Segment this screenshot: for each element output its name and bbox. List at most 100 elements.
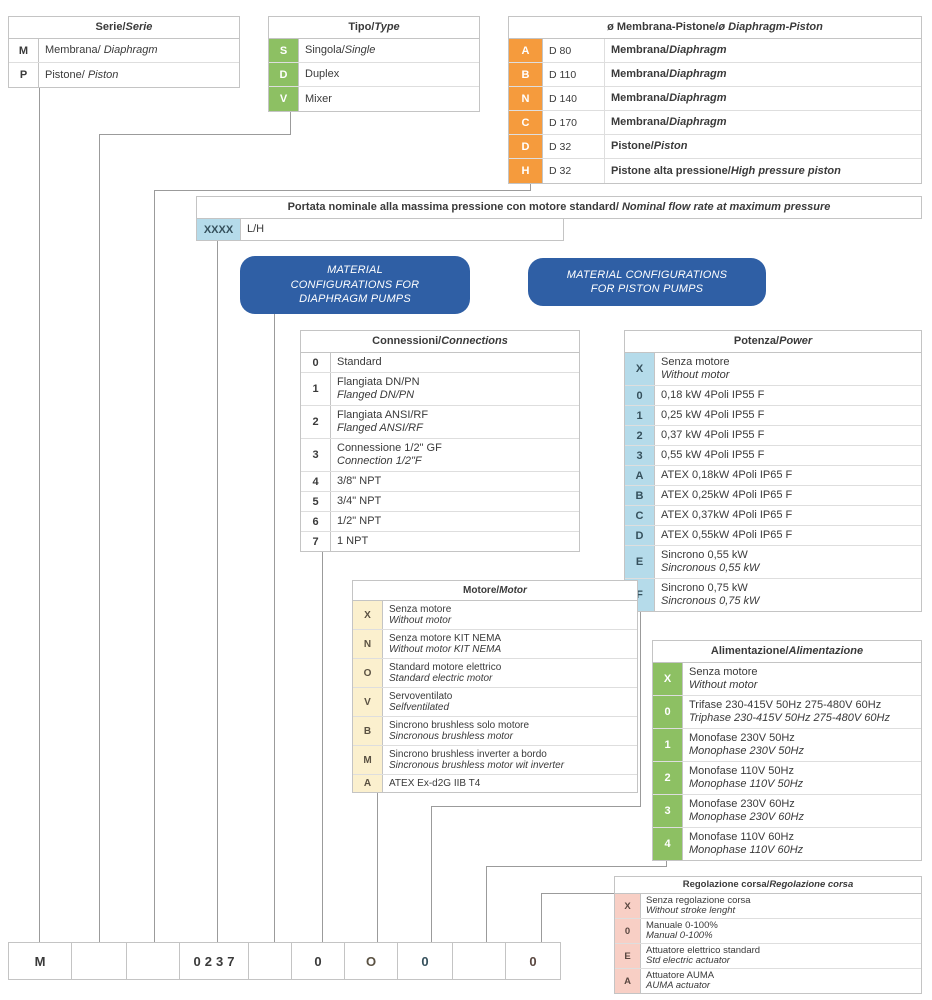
- potenza-label-1: 0,25 kW 4Poli IP55 F: [661, 409, 765, 421]
- diaphragm-piston-table: ø Membrana-Pistone/ø Diaphragm-Piston A D …: [508, 16, 922, 184]
- code-cell-4: 0237: [179, 942, 249, 980]
- potenza-row-E: E Sincrono 0,55 kW Sincronous 0,55 kW: [625, 546, 921, 579]
- potenza-label-C: ATEX 0,37kW 4Poli IP65 F: [661, 509, 793, 521]
- tipo-code-S: S: [269, 39, 299, 62]
- connessioni-row-3: 3 Connessione 1/2" GF Connection 1/2"F: [301, 439, 579, 472]
- regolazione-title: Regolazione corsa/Regolazione corsa: [615, 877, 921, 894]
- regolazione-label-E: Attuatore elettrico standard Std electric…: [646, 945, 761, 966]
- connessioni-code-2: 2: [301, 406, 331, 438]
- potenza-code-E: E: [625, 546, 655, 578]
- connections-table: Connessioni/Connections 0 Standard 1 Flangia…: [300, 330, 580, 552]
- regolazione-label-A: Attuatore AUMA AUMA actuator: [646, 970, 715, 991]
- regolazione-label-0: Manuale 0-100% Manual 0-100%: [646, 920, 718, 941]
- diaphragm-label-A: Membrana/Diaphragm: [611, 44, 727, 56]
- potenza-code-2: 2: [625, 426, 655, 445]
- tipo-label-D: Duplex: [305, 68, 340, 80]
- diaphragm-label-D: Pistone/Piston: [611, 140, 688, 152]
- motore-code-M: M: [353, 746, 383, 774]
- potenza-code-1: 1: [625, 406, 655, 425]
- motore-row-N: N Senza motore KIT NEMA Without motor KIT …: [353, 630, 637, 659]
- connessioni-label-0: Standard: [337, 356, 382, 368]
- badge-line: FOR PISTON PUMPS: [590, 283, 704, 295]
- motore-code-B: B: [353, 717, 383, 745]
- motore-label-N: Senza motore KIT NEMA Without motor KIT N…: [389, 633, 502, 655]
- connessioni-row-1: 1 Flangiata DN/PN Flanged DN/PN: [301, 373, 579, 406]
- connector-line-material: [274, 300, 275, 950]
- alimentazione-label-1: Monofase 230V 50Hz Monophase 230V 50Hz: [689, 732, 804, 757]
- alimentazione-label-3: Monofase 230V 60Hz Monophase 230V 60Hz: [689, 798, 804, 823]
- connector-line-connections: [322, 530, 323, 950]
- diaphragm-size-B: D 110: [543, 63, 605, 86]
- serie-label-P: Pistone/ Piston: [45, 68, 119, 81]
- diaphragm-size-D: D 32: [543, 135, 605, 158]
- code-cell-8: 0: [397, 942, 453, 980]
- regolazione-code-0: 0: [615, 919, 641, 943]
- diaphragm-code-C: C: [509, 111, 543, 134]
- alimentazione-title: Alimentazione/Alimentazione: [653, 641, 921, 663]
- connessioni-label-3: Connessione 1/2" GF Connection 1/2"F: [337, 442, 442, 467]
- diaphragm-size-N: D 140: [543, 87, 605, 110]
- material-config-diaphragm-badge: MATERIAL CONFIGURATIONS FOR DIAPHRAGM PUMP…: [240, 256, 470, 314]
- potenza-row-F: F Sincrono 0,75 kW Sincronous 0,75 kW: [625, 579, 921, 611]
- motor-table: Motore/Motor X Senza motore Without motor N S…: [352, 580, 638, 793]
- serie-row-M: M Membrana/ Diaphragm: [9, 39, 239, 63]
- alimentazione-row-1: 1 Monofase 230V 50Hz Monophase 230V 50Hz: [653, 729, 921, 762]
- motore-row-B: B Sincrono brushless solo motore Sincronou…: [353, 717, 637, 746]
- connessioni-row-0: 0 Standard: [301, 353, 579, 373]
- potenza-title: Potenza/Power: [625, 331, 921, 353]
- alimentazione-row-0: 0 Trifase 230-415V 50Hz 275-480V 60Hz Trip…: [653, 696, 921, 729]
- connector-line-power: [431, 806, 641, 807]
- connessioni-code-1: 1: [301, 373, 331, 405]
- motore-row-A: A ATEX Ex-d2G IIB T4: [353, 775, 637, 792]
- potenza-row-D: D ATEX 0,55kW 4Poli IP65 F: [625, 526, 921, 546]
- potenza-label-E: Sincrono 0,55 kW Sincronous 0,55 kW: [661, 549, 760, 574]
- connessioni-row-5: 5 3/4" NPT: [301, 492, 579, 512]
- alimentazione-row-X: X Senza motore Without motor: [653, 663, 921, 696]
- potenza-label-0: 0,18 kW 4Poli IP55 F: [661, 389, 765, 401]
- connector-line-power: [640, 598, 641, 806]
- connessioni-label-1: Flangiata DN/PN Flanged DN/PN: [337, 376, 420, 401]
- flow-rate-header: Portata nominale alla massima pressione …: [196, 196, 922, 219]
- portata-row-XXXX: XXXX L/H: [197, 219, 563, 240]
- connessioni-label-4: 3/8" NPT: [337, 475, 382, 487]
- serie-row-P: P Pistone/ Piston: [9, 63, 239, 87]
- connessioni-code-3: 3: [301, 439, 331, 471]
- potenza-code-D: D: [625, 526, 655, 545]
- connector-line-serie: [39, 70, 40, 950]
- motore-code-A: A: [353, 775, 383, 792]
- regolazione-label-X: Senza regolazione corsa Without stroke le…: [646, 895, 751, 916]
- tipo-row-V: V Mixer: [269, 87, 479, 111]
- regolazione-row-0: 0 Manuale 0-100% Manual 0-100%: [615, 919, 921, 944]
- badge-line: MATERIAL: [327, 264, 383, 277]
- motore-label-X: Senza motore Without motor: [389, 604, 452, 626]
- diaphragm-label-H: Pistone alta pressione/High pressure pis…: [611, 164, 841, 177]
- connessioni-label-6: 1/2" NPT: [337, 515, 382, 527]
- motore-label-M: Sincrono brushless inverter a bordo Sincr…: [389, 749, 565, 771]
- potenza-code-C: C: [625, 506, 655, 525]
- alimentazione-label-X: Senza motore Without motor: [689, 666, 758, 691]
- connessioni-label-5: 3/4" NPT: [337, 495, 382, 507]
- tipo-code-V: V: [269, 87, 299, 111]
- connector-line-diaphragm: [154, 190, 155, 950]
- potenza-code-X: X: [625, 353, 655, 385]
- diaphragm-code-H: H: [509, 159, 543, 183]
- potenza-row-C: C ATEX 0,37kW 4Poli IP65 F: [625, 506, 921, 526]
- potenza-label-X: Senza motore Without motor: [661, 356, 730, 381]
- diaphragm-code-D: D: [509, 135, 543, 158]
- connector-line-supply: [486, 866, 667, 867]
- portata-title: Portata nominale alla massima pressione …: [287, 201, 831, 213]
- alimentazione-label-4: Monofase 110V 60Hz Monophase 110V 60Hz: [689, 831, 804, 856]
- diaphragm-title: ø Membrana-Pistone/ø Diaphragm-Piston: [509, 17, 921, 39]
- connector-line-power: [431, 806, 432, 950]
- alimentazione-code-1: 1: [653, 729, 683, 761]
- potenza-code-0: 0: [625, 386, 655, 405]
- tipo-row-D: D Duplex: [269, 63, 479, 87]
- serie-code-M: M: [9, 39, 39, 62]
- motore-row-X: X Senza motore Without motor: [353, 601, 637, 630]
- connector-line-stroke: [541, 893, 614, 894]
- potenza-code-A: A: [625, 466, 655, 485]
- code-cell-9: 0: [452, 942, 506, 980]
